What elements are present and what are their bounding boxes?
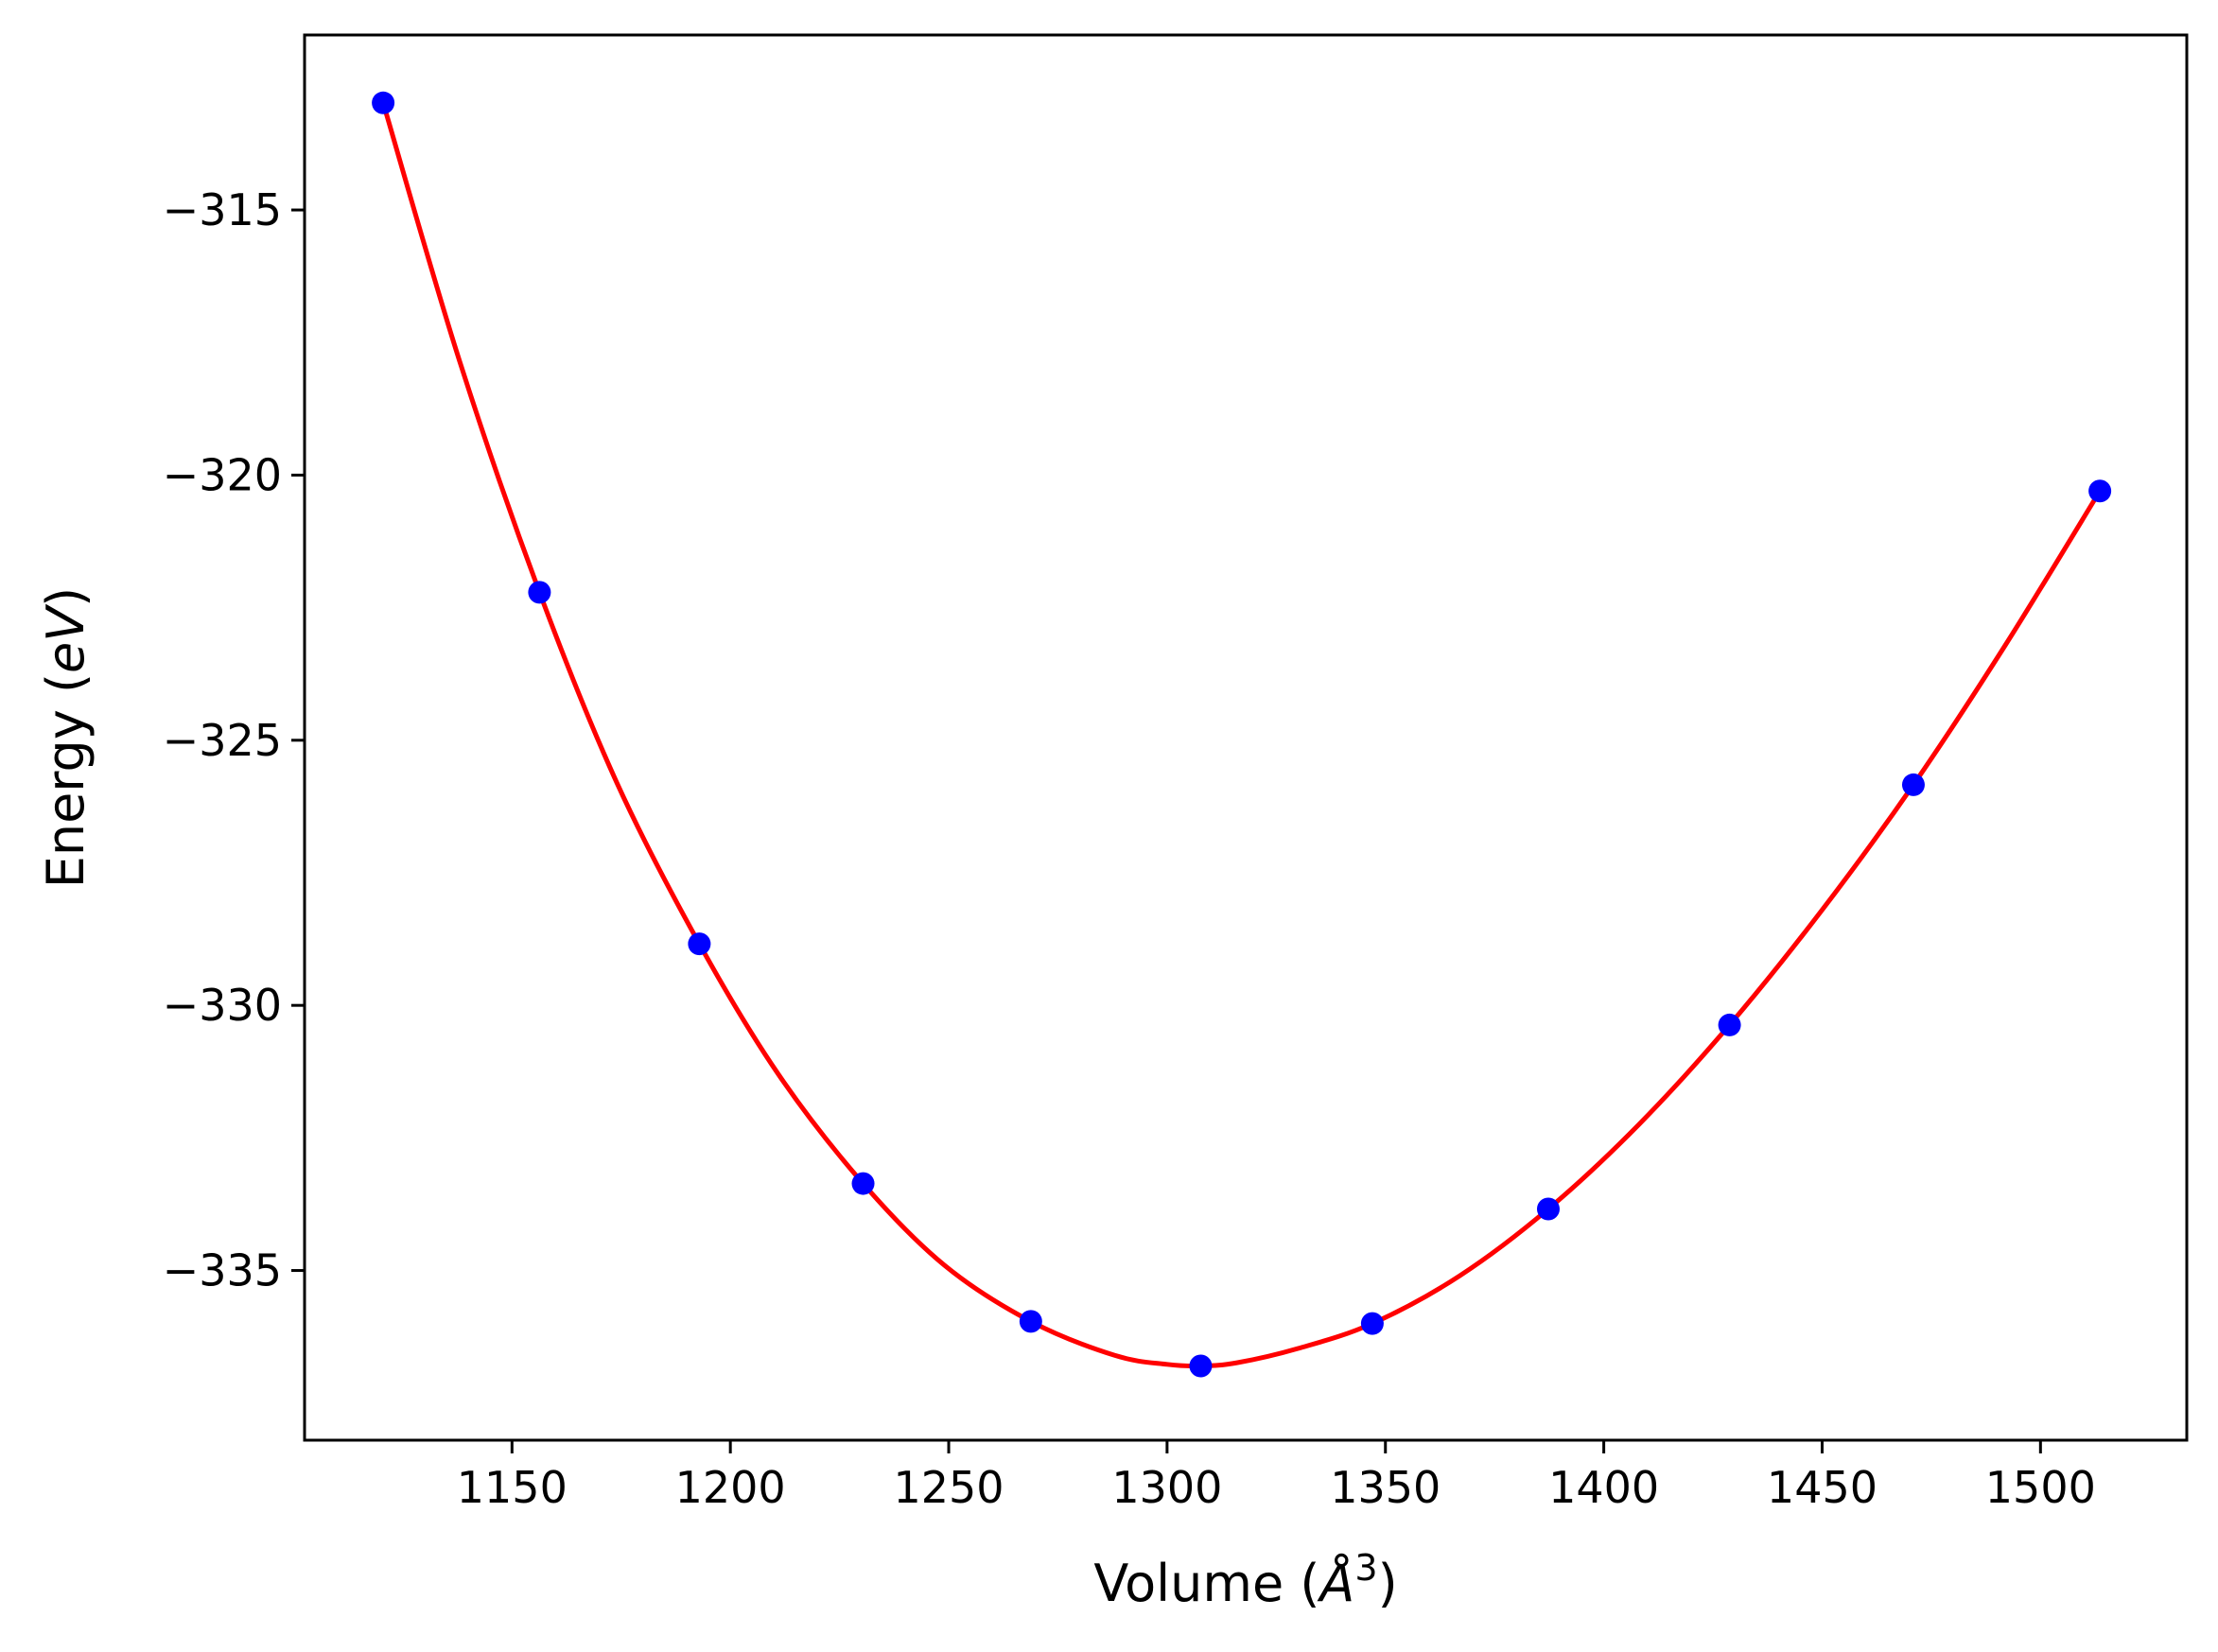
y-axis-label: Energy (eV) xyxy=(36,587,96,889)
data-point xyxy=(1536,1197,1560,1221)
y-tick-label: −325 xyxy=(163,715,282,766)
data-point xyxy=(2088,479,2112,503)
fit-curve xyxy=(380,102,2103,1369)
plot-frame xyxy=(303,33,2189,1442)
x-axis-label-open-paren: ( xyxy=(1284,1554,1319,1613)
x-axis-label-close-paren: ) xyxy=(1378,1554,1398,1613)
x-axis-label-text: Volume xyxy=(1093,1554,1284,1613)
x-axis-label-unit-exponent: 3 xyxy=(1354,1547,1377,1589)
data-point xyxy=(1718,1013,1741,1036)
x-tick-label: 1500 xyxy=(1985,1462,2096,1513)
x-tick-label: 1350 xyxy=(1330,1462,1441,1513)
x-tick-label: 1200 xyxy=(675,1462,786,1513)
data-point xyxy=(688,932,711,956)
y-tick-label: −335 xyxy=(163,1245,282,1296)
x-axis-label: Volume (Å3) xyxy=(1093,1547,1397,1613)
y-axis-label-unit: eV xyxy=(36,603,96,673)
y-axis-label-open-paren: ( xyxy=(36,673,96,709)
x-tick-label: 1250 xyxy=(893,1462,1004,1513)
y-axis-label-text: Energy xyxy=(36,709,96,888)
x-tick-label: 1300 xyxy=(1111,1462,1222,1513)
data-point xyxy=(1019,1310,1042,1333)
y-tick-label: −315 xyxy=(163,184,282,235)
x-axis-ticks: 1150 1200 1250 1300 1350 1400 1450 1500 xyxy=(457,1440,2096,1513)
data-point xyxy=(851,1172,875,1195)
y-axis-label-close-paren: ) xyxy=(36,587,96,607)
y-axis-ticks: −315 −320 −325 −330 −335 xyxy=(163,184,305,1296)
x-tick-label: 1450 xyxy=(1767,1462,1877,1513)
y-tick-label: −330 xyxy=(163,980,282,1031)
x-axis-label-unit: Å xyxy=(1317,1553,1354,1613)
data-point xyxy=(1189,1354,1213,1378)
data-points xyxy=(372,91,2112,1378)
data-point xyxy=(1360,1312,1384,1335)
y-tick-label: −320 xyxy=(163,449,282,500)
data-point xyxy=(1901,773,1925,796)
x-tick-label: 1150 xyxy=(457,1462,568,1513)
data-point xyxy=(372,91,395,114)
x-tick-label: 1400 xyxy=(1548,1462,1659,1513)
data-point xyxy=(528,581,551,604)
